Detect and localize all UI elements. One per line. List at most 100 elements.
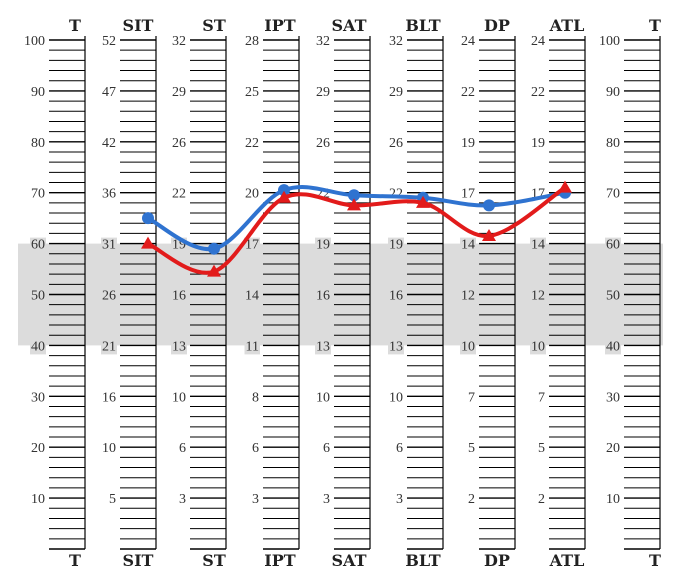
tick-label-bg — [460, 237, 476, 253]
tick-label-bg — [101, 390, 117, 406]
tick-label: 22 — [172, 187, 186, 202]
tick-label-bg — [395, 492, 404, 508]
tick-label-bg — [101, 237, 117, 253]
tick-label: 10 — [389, 390, 403, 405]
tick-label: 14 — [531, 238, 545, 253]
tick-label: 19 — [461, 136, 475, 151]
tick-label-bg — [605, 492, 621, 508]
tick-label-bg — [178, 441, 187, 457]
tick-label: 29 — [389, 85, 403, 100]
tick-label: 70 — [606, 187, 620, 202]
tick-label: 16 — [102, 390, 116, 405]
tick-label-bg — [244, 186, 260, 202]
tick-label: 100 — [599, 34, 620, 49]
tick-label-bg — [315, 339, 331, 355]
tick-label-bg — [251, 390, 260, 406]
tick-label-bg — [315, 288, 331, 304]
tick-label-bg — [244, 135, 260, 151]
tick-label: 25 — [245, 85, 259, 100]
tick-label: 47 — [102, 85, 116, 100]
tick-label-bg — [244, 339, 260, 355]
tick-label-bg — [388, 34, 404, 49]
tick-label-bg — [244, 34, 260, 49]
tick-label-bg — [171, 288, 187, 304]
tick-label-bg — [530, 84, 546, 100]
column-header: ST — [202, 16, 226, 35]
column-footer: DP — [484, 551, 510, 570]
tick-label-bg — [388, 237, 404, 253]
tick-label: 70 — [31, 187, 45, 202]
tick-label: 20 — [606, 441, 620, 456]
data-point — [416, 195, 430, 208]
tick-label: 24 — [531, 34, 545, 49]
tick-label: 100 — [24, 34, 45, 49]
tick-label: 10 — [172, 390, 186, 405]
tick-label-bg — [30, 84, 46, 100]
tick-label-bg — [395, 441, 404, 457]
tick-label-bg — [101, 84, 117, 100]
tick-label: 30 — [606, 390, 620, 405]
tick-label-bg — [605, 390, 621, 406]
scale-column-t-left: T T 100 90 80 70 60 50 40 30 20 10 — [23, 16, 86, 570]
column-scales: TT100908070605040302010SITSIT52474236312… — [23, 16, 661, 570]
tick-label-bg — [605, 237, 621, 253]
tick-label: 16 — [389, 289, 403, 304]
tick-label: 21 — [102, 339, 116, 354]
series-lines — [141, 180, 572, 277]
column-header: BLT — [405, 16, 440, 35]
tick-label-bg — [171, 186, 187, 202]
tick-label-bg — [605, 339, 621, 355]
tick-label-bg — [101, 288, 117, 304]
tick-label-bg — [30, 186, 46, 202]
tick-label-bg — [315, 135, 331, 151]
tick-label: 10 — [316, 390, 330, 405]
data-point — [558, 180, 572, 193]
tick-label-bg — [460, 84, 476, 100]
tick-label-bg — [30, 390, 46, 406]
tick-label: 16 — [316, 289, 330, 304]
tick-label: 10 — [531, 339, 545, 354]
column-header: T — [649, 16, 661, 35]
tick-label-bg — [101, 441, 117, 457]
tick-label: 20 — [31, 441, 45, 456]
tick-label: 60 — [31, 238, 45, 253]
tick-label-bg — [23, 34, 46, 49]
data-point — [348, 189, 360, 202]
tick-label: 14 — [245, 289, 259, 304]
tick-label-bg — [171, 34, 187, 49]
tick-label: 13 — [316, 339, 330, 354]
tick-label: 14 — [461, 238, 475, 253]
tick-label-bg — [460, 135, 476, 151]
tick-label: 3 — [252, 492, 259, 507]
column-footer: SIT — [123, 551, 154, 570]
tick-label: 20 — [245, 187, 259, 202]
tick-label: 22 — [461, 85, 475, 100]
tick-label: 32 — [316, 34, 330, 49]
tick-label-bg — [388, 339, 404, 355]
tick-label-bg — [598, 34, 621, 49]
data-point — [141, 236, 155, 249]
tick-label-bg — [605, 186, 621, 202]
tick-label: 17 — [461, 187, 475, 202]
series-1 — [142, 184, 571, 255]
tick-label: 50 — [31, 289, 45, 304]
tick-label: 26 — [389, 136, 403, 151]
tick-label: 13 — [172, 339, 186, 354]
tick-label-bg — [251, 441, 260, 457]
data-point — [207, 264, 221, 277]
column-footer: ATL — [549, 551, 585, 570]
tick-label: 11 — [246, 339, 259, 354]
tick-label: 29 — [316, 85, 330, 100]
tick-label: 30 — [31, 390, 45, 405]
series-2 — [141, 180, 572, 277]
tick-label: 3 — [179, 492, 186, 507]
tick-label: 10 — [461, 339, 475, 354]
tick-label: 22 — [531, 85, 545, 100]
column-footer: SAT — [332, 551, 367, 570]
tick-label: 2 — [468, 492, 475, 507]
tick-label: 50 — [606, 289, 620, 304]
tick-label-bg — [244, 237, 260, 253]
tick-label-bg — [171, 339, 187, 355]
